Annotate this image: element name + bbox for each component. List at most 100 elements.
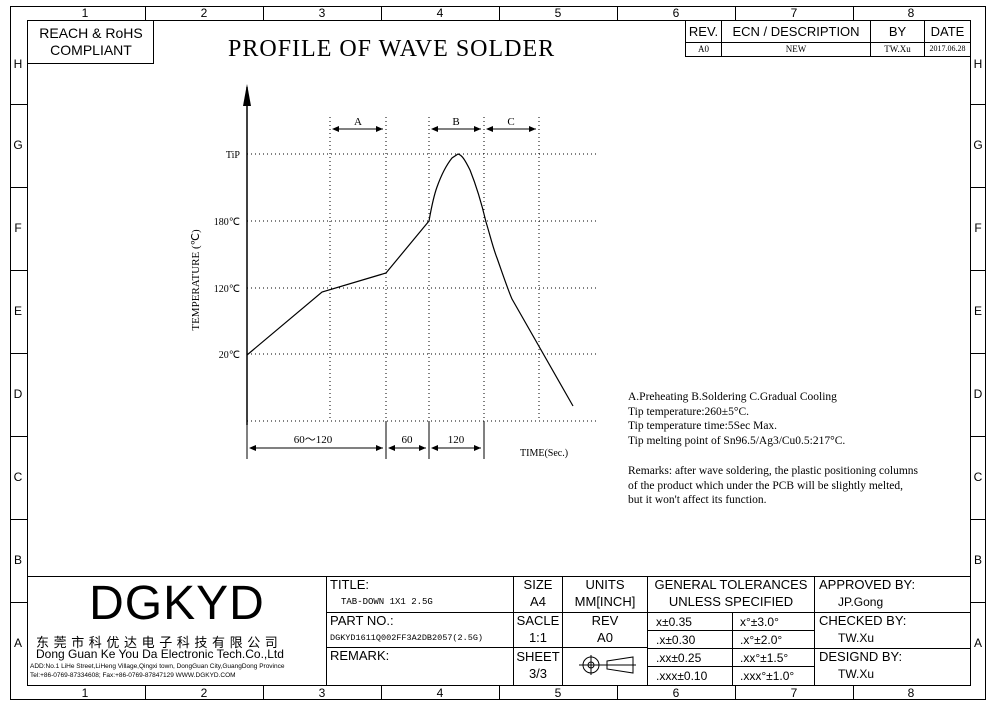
zone-left-c: C	[13, 470, 23, 484]
title-label: TITLE:	[330, 577, 370, 592]
tolerance-linear-2: .xx±0.25	[656, 651, 702, 665]
company-name-en: Dong Guan Ke You Da Electronic Tech.Co.,…	[36, 647, 284, 661]
designed-by-value: TW.Xu	[838, 667, 875, 681]
y-axis-arrow-icon	[243, 84, 251, 106]
y-tick-120: 120℃	[214, 284, 240, 295]
zone-bottom-2: 2	[200, 686, 208, 700]
part-no-value: DGKYD1611Q002FF3A2DB2057(2.5G)	[330, 633, 484, 643]
tolerances-title-1: GENERAL TOLERANCES	[654, 577, 808, 592]
size-label: SIZE	[523, 577, 553, 592]
zone-right-f: F	[974, 221, 982, 235]
remark-line-1: Remarks: after wave soldering, the plast…	[628, 465, 918, 477]
company-contact: Tel:+86-0769-87334608; Fax:+86-0769-8784…	[30, 672, 236, 679]
checked-by-label: CHECKED BY:	[819, 613, 907, 628]
tolerance-linear-1: .x±0.30	[656, 633, 696, 647]
time-span-2-label: 60	[402, 434, 414, 446]
zone-right-e: E	[973, 304, 982, 318]
note-phases: A.Preheating B.Soldering C.Gradual Cooli…	[628, 391, 837, 403]
y-tick-180: 180℃	[214, 217, 240, 228]
page-title: PROFILE OF WAVE SOLDER	[228, 36, 556, 62]
zone-top-6: 6	[672, 6, 680, 20]
zone-bottom-8: 8	[907, 686, 915, 700]
tolerance-angular-0: x°±3.0°	[740, 615, 779, 629]
remark-line-3: but it won't affect its function.	[628, 494, 767, 507]
compliance-line-1: REACH & RoHS	[39, 25, 143, 41]
rev-block-value: A0	[597, 630, 613, 645]
company-name-cn: 东莞市科优达电子科技有限公司	[36, 635, 283, 650]
designed-by-label: DESIGND BY:	[819, 649, 903, 664]
tolerance-angular-1: .x°±2.0°	[740, 633, 783, 647]
zone-top-5: 5	[554, 6, 562, 20]
x-axis-label: TIME(Sec.)	[520, 448, 568, 459]
zone-bottom-1: 1	[81, 686, 89, 700]
zone-top-3: 3	[318, 6, 326, 20]
projection-symbol-icon	[579, 655, 636, 675]
phase-c-label: C	[507, 116, 514, 128]
compliance-box	[27, 20, 154, 64]
revision-table	[685, 20, 971, 57]
compliance-line-2: COMPLIANT	[50, 42, 132, 58]
tolerance-angular-3: .xxx°±1.0°	[740, 669, 795, 683]
tolerance-angular-2: .xx°±1.5°	[740, 651, 789, 665]
sheet-label: SHEET	[516, 649, 560, 664]
temperature-profile-curve	[246, 153, 574, 407]
zone-right-g: G	[973, 138, 983, 152]
zone-left-f: F	[14, 221, 22, 235]
zone-top-8: 8	[907, 6, 915, 20]
time-span-3-label: 120	[448, 434, 465, 446]
company-logo: DGKYD	[89, 577, 265, 630]
zone-top-1: 1	[81, 6, 89, 20]
zone-left-e: E	[13, 304, 22, 318]
zone-left-b: B	[13, 553, 22, 567]
zone-bottom-6: 6	[672, 686, 680, 700]
remark-label: REMARK:	[330, 648, 390, 663]
scale-value: 1:1	[528, 630, 548, 645]
zone-bottom-7: 7	[790, 686, 798, 700]
zone-left-a: A	[13, 636, 22, 650]
rev-header: REV.	[688, 24, 719, 39]
tolerance-linear-0: x±0.35	[656, 615, 692, 629]
note-tip-time: Tip temperature time:5Sec Max.	[628, 420, 778, 433]
compliance-label: REACH & RoHS COMPLIANT	[28, 25, 154, 59]
inner-border	[27, 20, 971, 686]
rev-label: REV	[591, 613, 619, 628]
zone-right-b: B	[973, 553, 982, 567]
phase-a-label: A	[354, 116, 362, 128]
tolerance-linear-3: .xxx±0.10	[656, 669, 708, 683]
remark-line-2: of the product which under the PCB will …	[628, 479, 904, 492]
by-header: BY	[888, 24, 907, 39]
note-melting-point: Tip melting point of Sn96.5/Ag3/Cu0.5:21…	[628, 435, 846, 448]
units-value: MM[INCH]	[574, 594, 636, 609]
zone-top-7: 7	[790, 6, 798, 20]
zone-top-2: 2	[200, 6, 208, 20]
zone-right-a: A	[973, 636, 982, 650]
process-notes: A.Preheating B.Soldering C.Gradual Cooli…	[628, 390, 845, 449]
scale-label: SACLE	[516, 613, 560, 628]
y-axis-label: TEMPERATURE (℃)	[190, 229, 202, 331]
zone-right-c: C	[973, 470, 983, 484]
units-label: UNITS	[585, 577, 625, 592]
y-tick-20: 20℃	[219, 350, 240, 361]
zone-left-g: G	[13, 138, 23, 152]
zone-bottom-4: 4	[436, 686, 444, 700]
remarks: Remarks: after wave soldering, the plast…	[628, 464, 918, 508]
checked-by-value: TW.Xu	[838, 631, 875, 645]
y-tick-tip: TiP	[226, 150, 241, 161]
zone-right-h: H	[973, 57, 983, 71]
title-value: TAB-DOWN 1X1 2.5G	[341, 597, 433, 607]
zone-bottom-3: 3	[318, 686, 326, 700]
tolerances-title-2: UNLESS SPECIFIED	[668, 594, 794, 609]
time-span-1-label: 60～120	[294, 434, 333, 446]
zone-bottom-5: 5	[554, 686, 562, 700]
zone-right-d: D	[973, 387, 983, 401]
sheet-value: 3/3	[528, 666, 548, 681]
approved-by-value: JP.Gong	[838, 595, 884, 609]
date-value: 2017.06.28	[929, 44, 966, 53]
approved-by-label: APPROVED BY:	[819, 577, 916, 592]
zone-top-4: 4	[436, 6, 444, 20]
by-value: TW.Xu	[884, 44, 911, 54]
note-tip-temperature: Tip temperature:260±5°C.	[628, 405, 750, 418]
ecn-header: ECN / DESCRIPTION	[732, 24, 860, 39]
